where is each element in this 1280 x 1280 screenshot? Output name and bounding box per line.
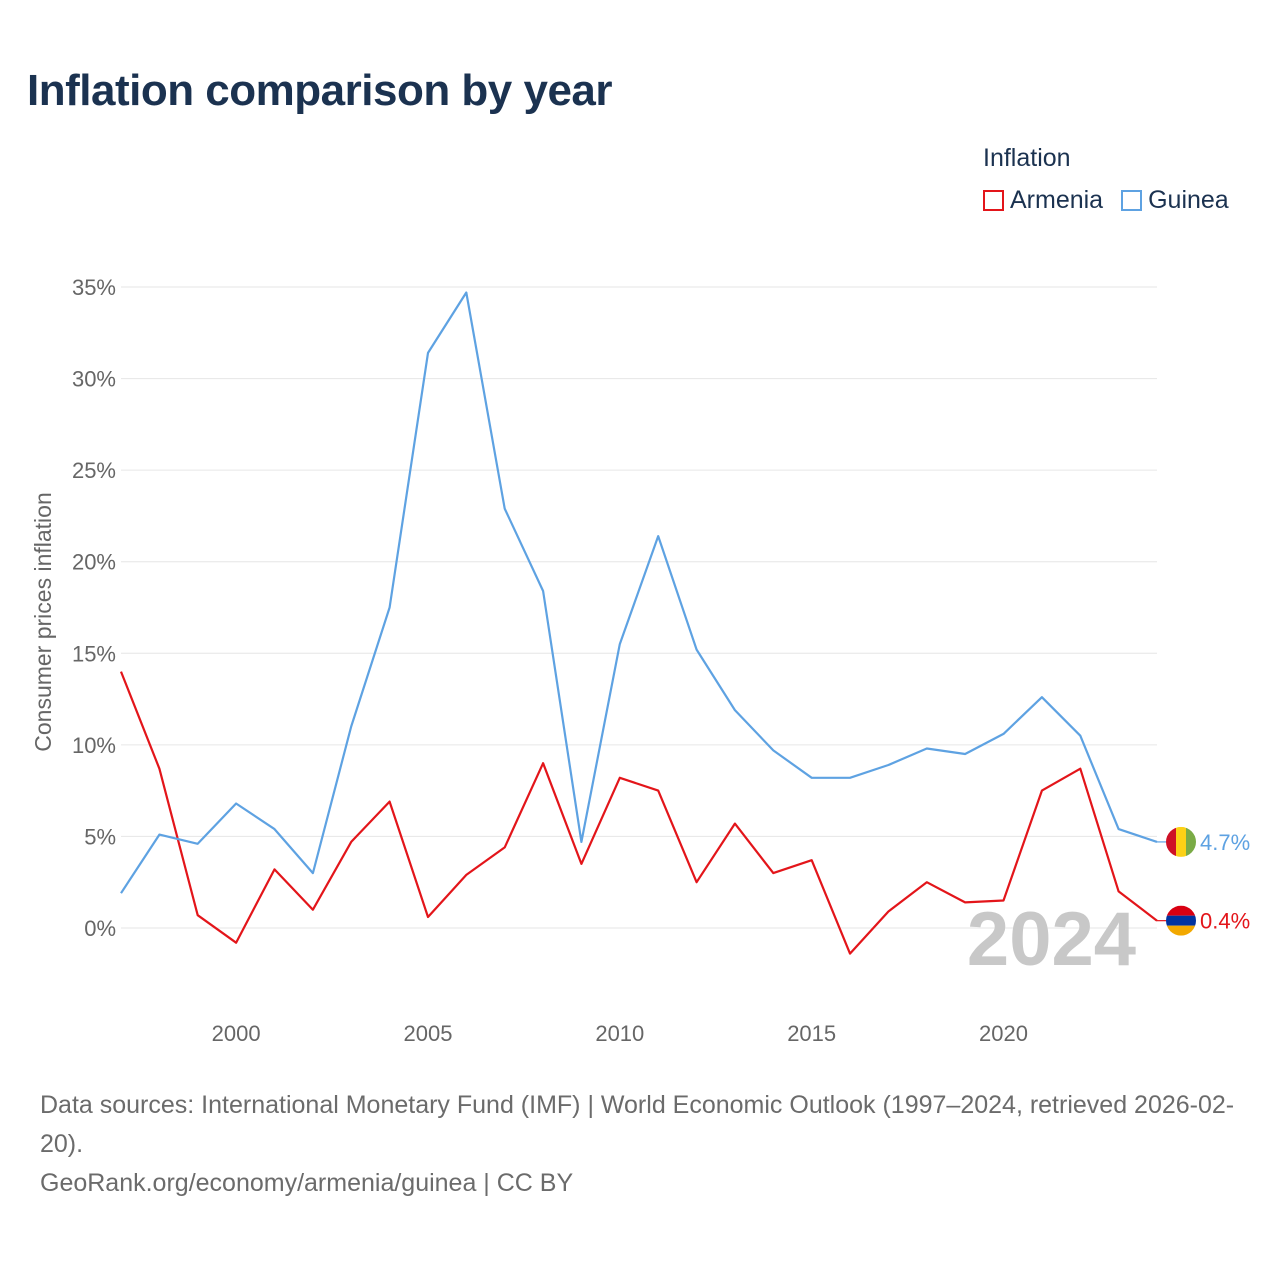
guinea-flag-icon <box>1166 826 1196 857</box>
series-line-armenia <box>119 671 1158 955</box>
end-value-label: 0.4% <box>1200 909 1250 934</box>
footer: Data sources: International Monetary Fun… <box>40 1086 1250 1203</box>
legend-swatch-guinea <box>1121 190 1143 211</box>
y-tick-label: 10% <box>72 733 116 758</box>
x-tick-label: 2010 <box>595 1021 644 1046</box>
legend-label-guinea: Guinea <box>1148 186 1229 214</box>
legend-label-armenia: Armenia <box>1010 186 1104 214</box>
year-watermark: 2024 <box>967 897 1136 982</box>
legend: Inflation Armenia Guinea <box>983 144 1229 215</box>
line-chart: 0% 5% 10% 15% 20% 25% 30% 35% 2000 2005 2010 2015 20… <box>30 275 1250 1046</box>
page-title: Inflation comparison by year <box>27 66 613 115</box>
y-tick-label: 30% <box>72 367 116 392</box>
legend-swatch-armenia <box>983 190 1004 211</box>
data-sources: Data sources: International Monetary Fun… <box>40 1091 1235 1158</box>
y-tick-label: 5% <box>84 824 116 849</box>
legend-item-guinea[interactable]: Guinea <box>1121 186 1229 215</box>
y-axis-label: Consumer prices inflation <box>30 492 56 752</box>
series-line-guinea <box>120 291 1158 894</box>
y-tick-label: 25% <box>72 458 116 483</box>
legend-title: Inflation <box>983 144 1071 172</box>
x-tick-label: 2020 <box>979 1021 1028 1046</box>
end-value-label: 4.7% <box>1200 830 1250 855</box>
y-tick-label: 35% <box>72 275 116 300</box>
y-tick-label: 0% <box>84 916 116 941</box>
armenia-flag-icon <box>1166 905 1196 936</box>
y-tick-label: 15% <box>72 641 116 666</box>
legend-item-armenia[interactable]: Armenia <box>983 186 1103 215</box>
x-tick-label: 2015 <box>787 1021 836 1046</box>
x-tick-label: 2000 <box>212 1021 261 1046</box>
attribution: GeoRank.org/economy/armenia/guinea | CC … <box>40 1169 574 1197</box>
x-tick-label: 2005 <box>403 1021 452 1046</box>
y-tick-label: 20% <box>72 550 116 575</box>
